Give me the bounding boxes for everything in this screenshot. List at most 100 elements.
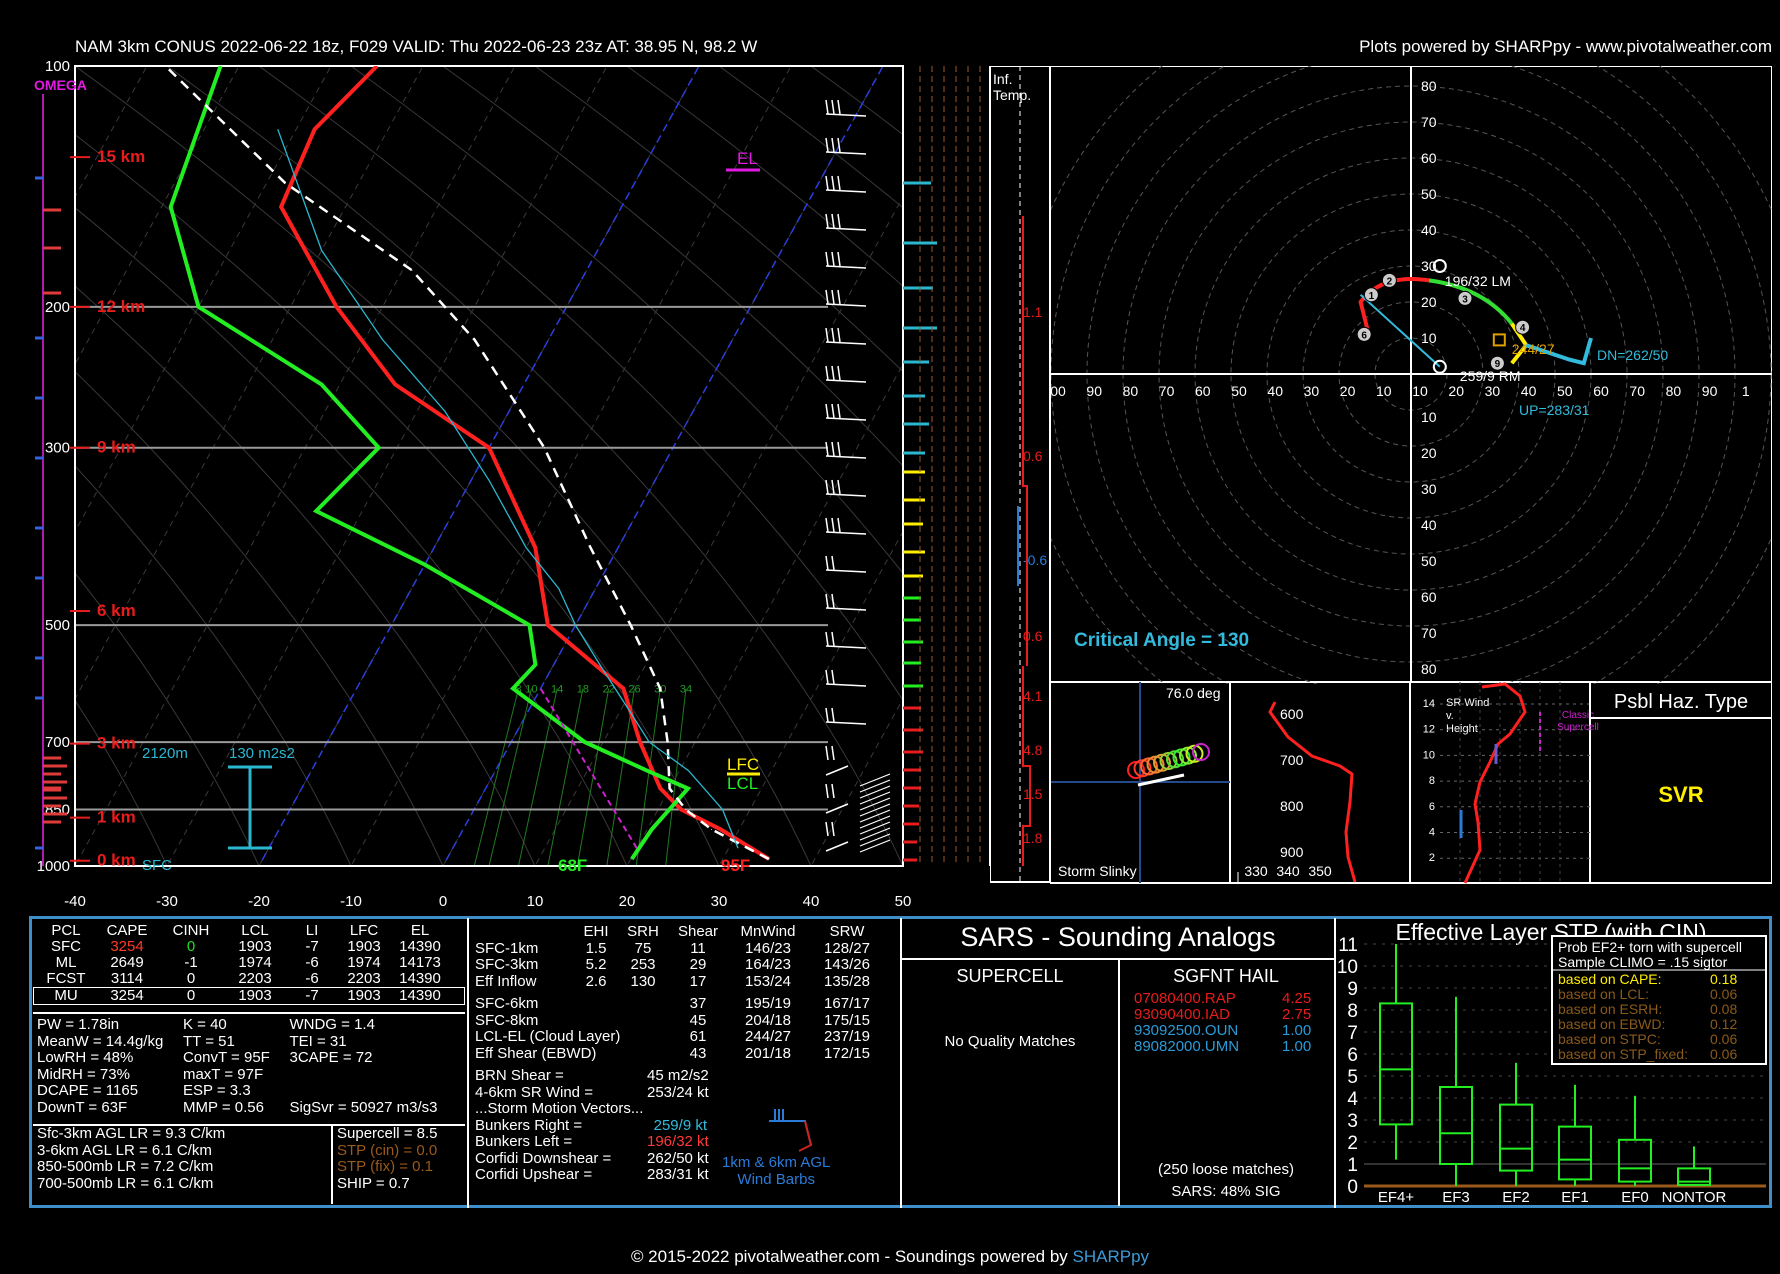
isotherm <box>350 66 792 866</box>
profile-point-0 <box>622 688 624 689</box>
height-label: 3 km <box>97 734 136 753</box>
kinematic-value: 196/32 kt <box>647 1133 709 1150</box>
hodo-ring-label: 60 <box>1421 589 1437 605</box>
stp-legend-value: 0.18 <box>1710 971 1737 987</box>
isotherm <box>0 66 55 883</box>
wind-barb <box>825 821 849 852</box>
hodo-height-marker <box>1457 290 1473 306</box>
parcel-row: FCST 3114 0 2203 -6 2203 14390 <box>37 971 461 987</box>
hodo-x-label: 60 <box>1195 383 1211 399</box>
dry-adiabat <box>75 370 444 866</box>
wind-barb <box>825 99 867 117</box>
height-label: 0 km <box>97 851 136 870</box>
hodo-ring-label: 10 <box>1421 330 1437 346</box>
inferred-temp-line <box>1022 216 1031 866</box>
kinematic-cell: MnWind <box>740 923 796 940</box>
kinematic-cell: 130 <box>630 972 656 990</box>
srwind-y-label: 4 <box>1429 827 1435 839</box>
hodo-ring-label: 80 <box>1421 661 1437 677</box>
hodo-height-marker <box>1356 326 1372 342</box>
sars-hail-score: 1.00 <box>1282 1022 1312 1039</box>
stp-box-EF0 <box>1618 1095 1652 1186</box>
footer-link[interactable]: SHARPpy <box>1072 1247 1150 1266</box>
profile-point-2 <box>284 182 286 184</box>
index-value: LowRH = 48% <box>37 1049 134 1066</box>
srwind-annotation: Supercell <box>1557 722 1599 733</box>
sars-hail-score: 2.75 <box>1282 1006 1312 1023</box>
kinematic-cell: SFC-1km <box>475 939 539 957</box>
profile-point-2 <box>590 547 591 549</box>
hodo-x-label: 40 <box>1267 383 1283 399</box>
hodo-x-label: 10 <box>1412 383 1428 399</box>
srwind-annotation: Classic <box>1562 710 1594 721</box>
profile-point-2 <box>768 858 770 860</box>
kinematic-cell: LCL-EL (Cloud Layer) <box>475 1028 621 1045</box>
stp-legend-value: 0.06 <box>1710 986 1737 1002</box>
kinematic-row: SFC-3km 5.2 253 29 164/23 143/26 <box>475 956 900 974</box>
up-label: UP=283/31 <box>1519 402 1590 418</box>
parcel-cell: -6 <box>305 970 319 987</box>
kinematic-cell: 61 <box>689 1028 707 1045</box>
profile-point-2 <box>667 741 669 743</box>
kinematic-pair: Bunkers Left = 196/32 kt <box>475 1133 900 1151</box>
hodo-ring-label: 40 <box>1421 222 1437 238</box>
height-label: 1 km <box>97 808 136 827</box>
kinematic-cell: 253 <box>630 956 656 973</box>
index-value: TEI = 31 <box>289 1032 347 1050</box>
kinematic-label: 4-6km SR Wind = <box>475 1083 593 1101</box>
profile-point-1 <box>170 206 172 208</box>
dry-adiabat <box>258 66 903 702</box>
header-credit: Plots powered by SHARPpy - www.pivotalwe… <box>1359 37 1772 56</box>
kinematic-pair: Corfidi Upshear = 283/31 kt <box>475 1166 900 1184</box>
wind-barb <box>825 593 867 611</box>
index-value: K = 40 <box>182 1016 227 1033</box>
parcel-cell: -7 <box>305 987 319 1004</box>
kinematic-value: 259/9 kt <box>653 1116 707 1134</box>
parcel-cell: 0 <box>186 970 196 987</box>
kinematic-cell: SRW <box>829 923 865 940</box>
kinematic-cell: SFC-6km <box>475 995 539 1012</box>
wind-barb <box>859 833 891 847</box>
hodo-trace-3 <box>1525 337 1593 366</box>
inferred-temp-value: 1.5 <box>1023 786 1043 802</box>
index-value: TT = 51 <box>182 1032 235 1050</box>
kinematic-pair: 4-6km SR Wind = 253/24 kt <box>475 1083 900 1102</box>
hodo-x-label: 80 <box>1123 383 1139 399</box>
kinematic-cell: 164/23 <box>745 956 791 973</box>
stp-legend-title: Sample CLIMO = .15 sigtor <box>1558 954 1728 970</box>
el-label: EL <box>737 149 758 168</box>
kinematic-cell: 175/15 <box>824 1011 870 1029</box>
hodo-height-label: 3 <box>1462 294 1468 305</box>
hodo-ring-label: 30 <box>1421 481 1437 497</box>
index-value: maxT = 97F <box>182 1065 264 1083</box>
isotherm <box>75 66 148 198</box>
hodo-height-marker <box>1515 319 1531 335</box>
profile-line-0 <box>278 66 770 861</box>
pressure-label: 300 <box>45 440 70 457</box>
kinematic-cell: 5.2 <box>585 956 607 973</box>
wind-barb <box>825 783 849 814</box>
mixing-ratio-label: 10 <box>525 684 537 696</box>
stp-category-label: EF0 <box>1621 1189 1649 1206</box>
parcel-cell: 3254 <box>110 987 144 1004</box>
kinematic-pair: Corfidi Downshear = 262/50 kt <box>475 1150 900 1168</box>
hodo-height-label: 9 <box>1495 359 1501 370</box>
skewt-plot: 8 10 14 18 22 26 30 34100200300500700850100015 … <box>0 58 991 908</box>
profile-point-2 <box>630 624 632 626</box>
pressure-label: 100 <box>45 58 70 75</box>
inferred-temp-value: 4.1 <box>1023 688 1043 704</box>
profile-point-2 <box>543 447 545 449</box>
index-value <box>289 1067 467 1084</box>
inferred-temp-title: Inf. <box>993 71 1012 87</box>
hodo-x-label: 70 <box>1629 383 1645 399</box>
slinky-angle: 76.0 deg <box>1166 685 1221 701</box>
parcel-cell: 1974 <box>347 954 381 971</box>
wind-barb <box>825 441 867 459</box>
kinematic-cell: 45 <box>689 1011 707 1029</box>
slinky-vector <box>1137 773 1185 787</box>
isotherm <box>534 195 903 866</box>
temp-tick-label: -30 <box>156 893 178 908</box>
index-value: DCAPE = 1165 <box>37 1082 139 1099</box>
rm-label: 259/9 RM <box>1460 368 1521 384</box>
hodo-ring-label: 70 <box>1421 625 1437 641</box>
